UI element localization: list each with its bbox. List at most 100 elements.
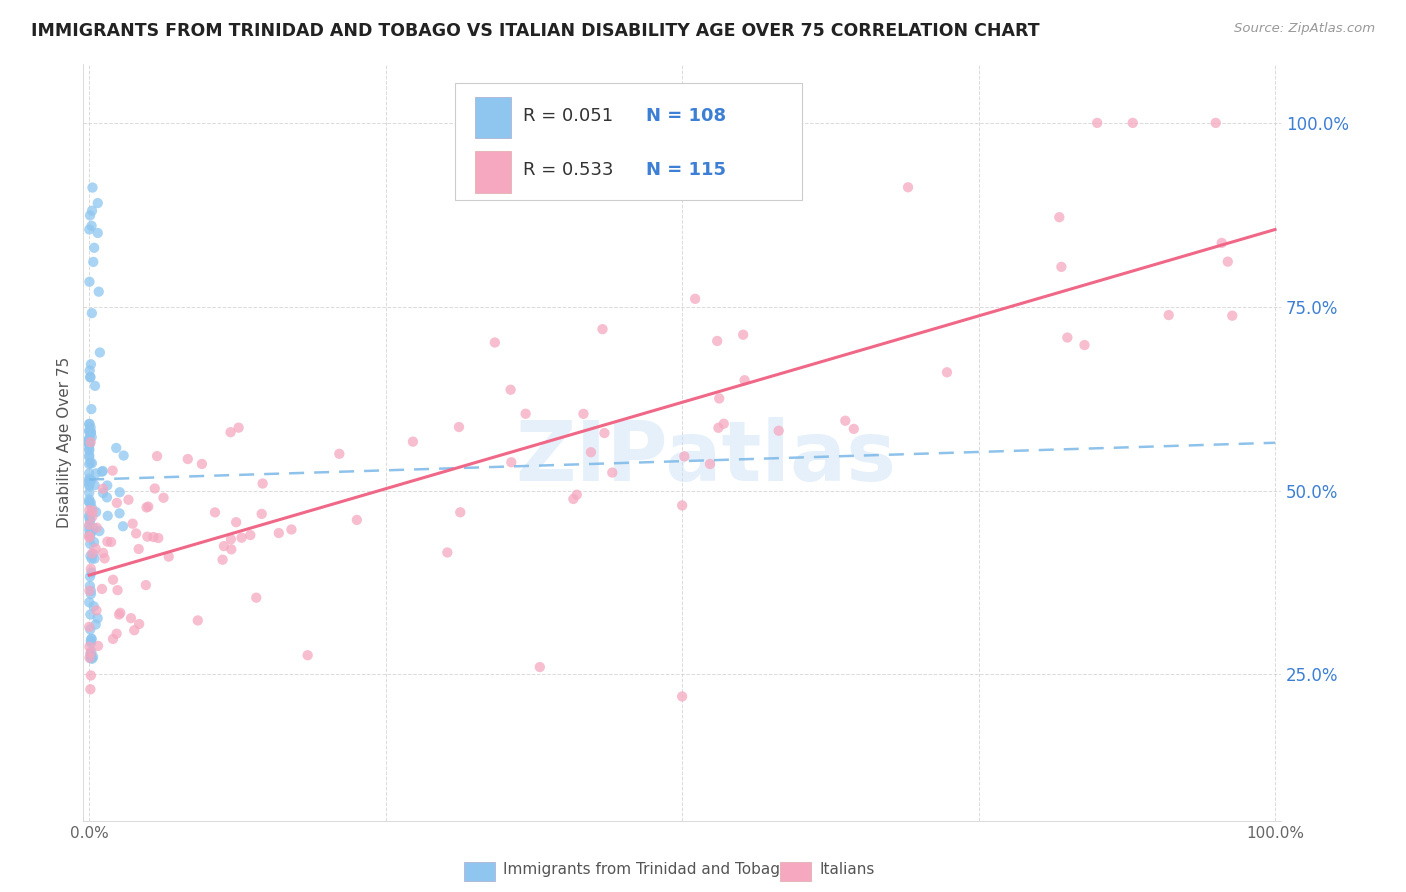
Text: IMMIGRANTS FROM TRINIDAD AND TOBAGO VS ITALIAN DISABILITY AGE OVER 75 CORRELATIO: IMMIGRANTS FROM TRINIDAD AND TOBAGO VS I… — [31, 22, 1039, 40]
Point — [77, 472, 100, 486]
Point — [1056, 330, 1078, 344]
Point — [77, 475, 100, 489]
Point — [80, 203, 103, 218]
Point — [436, 545, 458, 559]
Point — [96, 534, 118, 549]
Point — [80, 496, 103, 510]
Point — [83, 241, 105, 255]
Point — [79, 420, 101, 434]
Point — [713, 417, 735, 431]
Point — [96, 491, 118, 505]
Point — [936, 365, 959, 379]
Point — [529, 660, 551, 674]
Point — [146, 449, 169, 463]
Point — [84, 617, 107, 632]
Point — [565, 488, 588, 502]
Point — [79, 526, 101, 541]
Point — [225, 515, 247, 529]
Point — [1047, 211, 1070, 225]
Point — [86, 611, 108, 625]
Point — [79, 513, 101, 527]
Point — [77, 529, 100, 543]
Point — [101, 573, 124, 587]
Point — [84, 505, 107, 519]
Point — [80, 651, 103, 665]
Point — [499, 383, 522, 397]
Point — [77, 595, 100, 609]
Point — [267, 526, 290, 541]
Point — [110, 606, 132, 620]
Point — [101, 632, 124, 646]
Point — [592, 322, 614, 336]
Point — [79, 435, 101, 450]
Point — [252, 476, 274, 491]
Point — [80, 402, 103, 417]
Point — [84, 467, 107, 481]
Point — [515, 407, 537, 421]
Point — [1205, 116, 1227, 130]
Point — [79, 528, 101, 542]
Point — [79, 275, 101, 289]
Point — [77, 423, 100, 437]
Point — [897, 180, 920, 194]
Text: ZIPatlas: ZIPatlas — [516, 417, 897, 499]
Point — [449, 505, 471, 519]
Point — [562, 491, 585, 506]
Point — [77, 448, 100, 462]
Point — [709, 392, 731, 406]
Point — [89, 524, 111, 538]
Point — [1211, 235, 1233, 250]
Point — [231, 531, 253, 545]
Point — [83, 535, 105, 549]
Point — [1050, 260, 1073, 274]
Point — [112, 449, 135, 463]
Point — [77, 517, 100, 532]
Point — [87, 285, 110, 299]
Y-axis label: Disability Age Over 75: Disability Age Over 75 — [58, 357, 72, 528]
Point — [80, 587, 103, 601]
Point — [79, 579, 101, 593]
Point — [1085, 116, 1108, 130]
Point — [125, 526, 148, 541]
Point — [447, 420, 470, 434]
Point — [579, 445, 602, 459]
Point — [96, 478, 118, 492]
Point — [136, 530, 159, 544]
Text: Italians: Italians — [820, 863, 875, 877]
Point — [86, 521, 108, 535]
Text: Source: ZipAtlas.com: Source: ZipAtlas.com — [1234, 22, 1375, 36]
Point — [79, 640, 101, 654]
Point — [80, 668, 103, 682]
Point — [79, 417, 101, 431]
Point — [77, 443, 100, 458]
Point — [80, 425, 103, 440]
Point — [82, 180, 104, 194]
Point — [77, 457, 100, 471]
Point — [346, 513, 368, 527]
Point — [120, 611, 142, 625]
Point — [111, 519, 134, 533]
Point — [79, 607, 101, 622]
Point — [79, 363, 101, 377]
Point — [77, 434, 100, 448]
Point — [91, 546, 114, 560]
Point — [79, 646, 101, 660]
Text: N = 108: N = 108 — [647, 106, 727, 125]
Point — [91, 464, 114, 478]
Point — [105, 441, 128, 455]
Point — [157, 549, 180, 564]
Point — [79, 647, 101, 661]
Point — [77, 510, 100, 524]
Point — [212, 539, 235, 553]
Point — [80, 584, 103, 599]
Point — [1157, 308, 1180, 322]
Point — [706, 334, 728, 348]
Point — [77, 479, 100, 493]
FancyBboxPatch shape — [454, 83, 801, 201]
Point — [484, 335, 506, 350]
Point — [83, 521, 105, 535]
Point — [128, 617, 150, 632]
Point — [101, 464, 124, 478]
Point — [152, 491, 174, 505]
Point — [77, 485, 100, 500]
